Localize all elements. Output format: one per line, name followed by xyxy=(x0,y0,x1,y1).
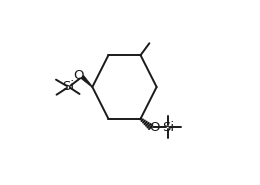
Polygon shape xyxy=(81,75,93,87)
Text: Si: Si xyxy=(162,121,174,134)
Text: O: O xyxy=(149,121,160,134)
Text: O: O xyxy=(73,69,83,82)
Text: Si: Si xyxy=(62,80,75,93)
